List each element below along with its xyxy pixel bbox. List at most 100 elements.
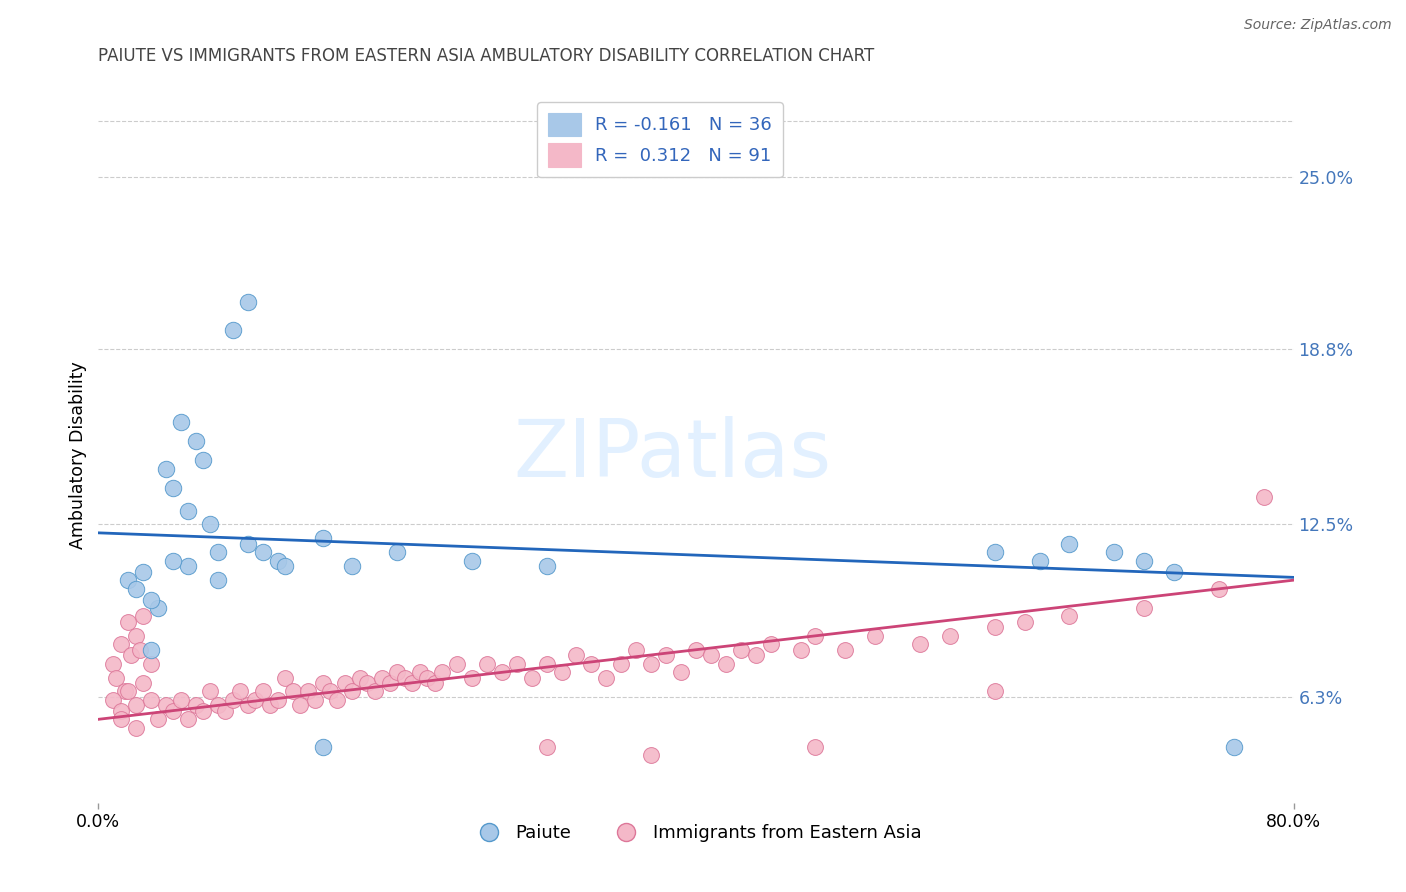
Point [789,642,811,657]
Point [207,573,229,587]
Point [1059,537,1081,551]
Legend: Paiute, Immigrants from Eastern Asia: Paiute, Immigrants from Eastern Asia [464,817,928,849]
Point [267,554,290,568]
Point [865,629,887,643]
Point [105,671,128,685]
Point [132,565,155,579]
Point [110,704,132,718]
Point [155,698,177,713]
Point [640,748,662,763]
Point [222,693,245,707]
Point [117,615,139,629]
Point [423,676,446,690]
Point [1028,554,1050,568]
Point [169,415,191,429]
Point [908,637,931,651]
Point [297,684,319,698]
Point [565,648,588,663]
Point [984,620,1007,634]
Point [311,532,333,546]
Point [236,537,259,551]
Point [117,684,139,698]
Point [120,648,142,663]
Point [430,665,453,679]
Point [148,601,170,615]
Point [304,693,326,707]
Point [236,294,259,309]
Point [408,665,430,679]
Point [1104,545,1126,559]
Point [236,698,259,713]
Point [155,462,177,476]
Point [610,657,633,671]
Point [394,671,416,685]
Point [491,665,513,679]
Point [191,453,214,467]
Point [984,684,1007,698]
Point [730,642,752,657]
Point [804,740,827,755]
Point [349,671,371,685]
Point [110,637,132,651]
Point [311,740,333,755]
Point [536,740,558,755]
Point [984,545,1007,559]
Point [125,698,148,713]
Point [371,671,394,685]
Point [200,684,222,698]
Point [229,684,252,698]
Point [714,657,737,671]
Point [319,684,342,698]
Point [506,657,529,671]
Point [252,684,274,698]
Point [550,665,572,679]
Point [132,676,155,690]
Text: ZIPatlas: ZIPatlas [513,416,831,494]
Point [536,657,558,671]
Point [342,559,364,574]
Point [669,665,692,679]
Point [267,693,290,707]
Point [252,545,274,559]
Point [274,559,297,574]
Point [595,671,617,685]
Point [378,676,401,690]
Point [207,545,229,559]
Point [132,609,155,624]
Point [288,698,311,713]
Point [139,693,162,707]
Point [333,676,356,690]
Y-axis label: Ambulatory Disability: Ambulatory Disability [69,361,87,549]
Point [214,704,236,718]
Point [311,676,333,690]
Point [259,698,281,713]
Point [446,657,468,671]
Point [114,684,136,698]
Point [685,642,707,657]
Point [200,517,222,532]
Point [162,554,184,568]
Point [364,684,387,698]
Point [759,637,782,651]
Point [640,657,662,671]
Point [117,573,139,587]
Point [1223,740,1246,755]
Point [162,704,184,718]
Point [1133,554,1156,568]
Point [177,559,200,574]
Point [1253,490,1275,504]
Point [700,648,723,663]
Point [139,592,162,607]
Point [356,676,378,690]
Point [385,545,409,559]
Point [342,684,364,698]
Point [939,629,962,643]
Point [581,657,603,671]
Point [184,434,207,448]
Point [148,712,170,726]
Point [834,642,856,657]
Point [184,698,207,713]
Point [110,712,132,726]
Point [1014,615,1036,629]
Point [385,665,409,679]
